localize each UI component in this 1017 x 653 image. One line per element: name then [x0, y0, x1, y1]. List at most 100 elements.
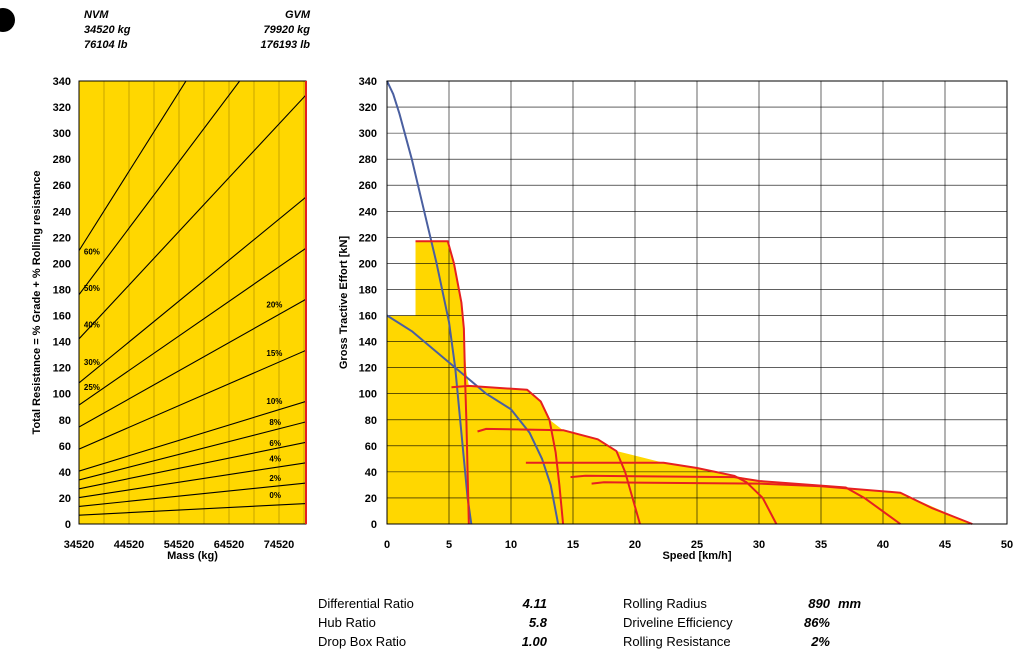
grade-line-15pct — [79, 349, 306, 450]
grade-line-0pct — [79, 502, 306, 516]
y-tick-label: 220 — [53, 232, 71, 244]
grade-line-4pct — [79, 462, 306, 499]
grade-line-40pct — [79, 94, 306, 340]
x-axis-label: Mass (kg) — [167, 550, 218, 562]
gear-curve-line-7 — [591, 481, 973, 525]
spec-differential-ratio-value: 4.11 — [522, 596, 547, 611]
y-tick-label: 80 — [365, 415, 377, 427]
nvm-header: NVM 34520 kg 76104 lb — [84, 8, 130, 53]
y-tick-label: 20 — [365, 493, 377, 505]
grade-label-2pct: 2% — [269, 474, 281, 483]
spec-rolling-resistance-label: Rolling Resistance — [623, 634, 731, 649]
x-tick-label: 64520 — [214, 539, 245, 551]
y-tick-label: 200 — [359, 258, 377, 270]
spec-rolling-radius-label: Rolling Radius — [623, 596, 707, 611]
tractive-effort-chart: 0204060801001201401601802002202402602803… — [338, 76, 1013, 562]
nvm-lb: 76104 lb — [84, 39, 128, 51]
grade-label-0pct: 0% — [269, 491, 281, 500]
x-tick-label: 0 — [384, 539, 390, 551]
grade-line-60pct — [79, 81, 187, 251]
y-tick-label: 280 — [359, 154, 377, 166]
tractive-envelope-fill — [387, 81, 973, 524]
spec-drop-box-ratio-label: Drop Box Ratio — [318, 634, 407, 649]
plot-frame — [386, 80, 1008, 525]
y-tick-label: 120 — [359, 363, 377, 375]
grade-line-30pct — [79, 196, 306, 384]
x-tick-label: 35 — [815, 539, 827, 551]
y-tick-label: 120 — [53, 363, 71, 375]
corner-bullet — [0, 8, 15, 32]
gvm-kg: 79920 kg — [263, 24, 310, 36]
x-tick-label: 40 — [877, 539, 889, 551]
spec-rolling-radius-value: 890 — [808, 596, 830, 611]
y-tick-label: 20 — [59, 493, 71, 505]
x-tick-label: 5 — [446, 539, 452, 551]
torque-curve-line-0 — [386, 80, 473, 525]
grade-line-20pct — [79, 298, 306, 428]
y-tick-label: 0 — [371, 519, 377, 531]
y-tick-label: 0 — [65, 519, 71, 531]
y-tick-label: 140 — [53, 337, 71, 349]
gvm-label: GVM — [284, 9, 310, 21]
y-tick-label: 180 — [53, 284, 71, 296]
y-tick-label: 40 — [59, 467, 71, 479]
spec-rolling-radius-unit: mm — [838, 596, 862, 611]
x-tick-label: 44520 — [114, 539, 145, 551]
gear-curve-line-4 — [477, 427, 641, 525]
y-tick-label: 160 — [53, 311, 71, 323]
spec-driveline-efficiency-label: Driveline Efficiency — [623, 615, 733, 630]
y-tick-label: 40 — [365, 467, 377, 479]
grade-label-8pct: 8% — [269, 418, 281, 427]
nvm-label: NVM — [84, 9, 109, 21]
grade-label-20pct: 20% — [266, 301, 282, 310]
x-axis-label: Speed [km/h] — [662, 550, 731, 562]
grade-label-60pct: 60% — [84, 247, 100, 256]
grade-line-50pct — [79, 81, 241, 296]
x-tick-label: 25 — [691, 539, 703, 551]
x-tick-label: 34520 — [64, 539, 95, 551]
spec-driveline-efficiency-value: 86% — [803, 615, 830, 630]
y-tick-label: 280 — [53, 154, 71, 166]
y-tick-label: 60 — [365, 441, 377, 453]
x-tick-label: 20 — [629, 539, 641, 551]
y-tick-label: 340 — [53, 76, 71, 88]
spec-hub-ratio-label: Hub Ratio — [318, 615, 376, 630]
y-tick-label: 220 — [359, 232, 377, 244]
y-tick-label: 100 — [359, 389, 377, 401]
grade-label-25pct: 25% — [84, 383, 100, 392]
gear-curve-line-3 — [451, 384, 565, 525]
y-tick-label: 200 — [53, 258, 71, 270]
y-tick-label: 320 — [359, 102, 377, 114]
y-tick-label: 60 — [59, 441, 71, 453]
y-tick-label: 100 — [53, 389, 71, 401]
y-tick-label: 300 — [53, 128, 71, 140]
grade-label-50pct: 50% — [84, 284, 100, 293]
grade-label-40pct: 40% — [84, 320, 100, 329]
grade-label-4pct: 4% — [269, 454, 281, 463]
gear-curve-line-5 — [525, 461, 778, 525]
x-tick-label: 10 — [505, 539, 517, 551]
gear-curve-line-2 — [415, 240, 470, 525]
x-tick-label: 30 — [753, 539, 765, 551]
y-axis-label: Total Resistance = % Grade + % Rolling r… — [31, 171, 43, 435]
y-tick-label: 180 — [359, 284, 377, 296]
x-tick-label: 45 — [939, 539, 951, 551]
grade-label-30pct: 30% — [84, 358, 100, 367]
y-tick-label: 240 — [359, 206, 377, 218]
gvm-lb: 176193 lb — [260, 39, 310, 51]
y-tick-label: 240 — [53, 206, 71, 218]
x-tick-label: 50 — [1001, 539, 1013, 551]
spec-drop-box-ratio-value: 1.00 — [521, 634, 547, 649]
grade-lines — [79, 81, 306, 516]
x-tick-label: 15 — [567, 539, 579, 551]
grade-line-8pct — [79, 421, 306, 481]
y-tick-label: 260 — [53, 180, 71, 192]
gear-curve-line-6 — [570, 474, 901, 525]
grade-line-6pct — [79, 441, 306, 490]
spec-hub-ratio-value: 5.8 — [528, 615, 547, 630]
y-tick-label: 140 — [359, 337, 377, 349]
grade-line-25pct — [79, 247, 306, 406]
y-axis-label: Gross Tractive Effort [kN] — [338, 236, 350, 370]
spec-rolling-resistance-value: 2% — [811, 634, 830, 649]
grade-label-10pct: 10% — [266, 397, 282, 406]
